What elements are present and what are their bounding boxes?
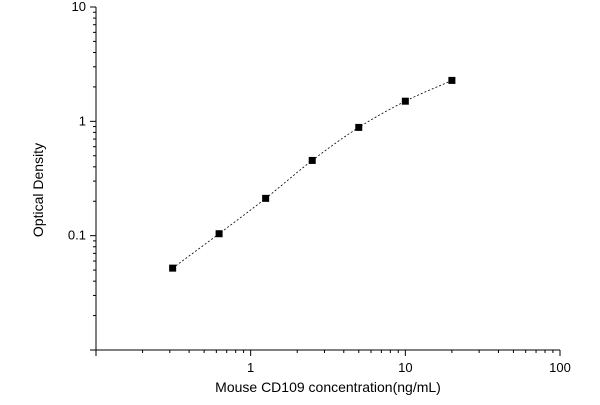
axes-layer: 1 10 100 0.1 1 10 [68,0,571,375]
x-tick-label: 1 [247,360,254,375]
fit-curve-layer [172,80,453,269]
y-tick-label: 0.1 [68,228,86,243]
data-point [169,264,177,272]
data-point [215,230,223,238]
data-point [355,123,363,131]
data-points-layer [169,76,456,272]
x-tick-label: 100 [549,360,571,375]
fit-curve [172,80,453,269]
data-point [401,97,409,105]
data-point [262,194,270,202]
data-point [308,156,316,164]
y-tick-label: 10 [72,0,86,14]
x-tick-label: 10 [398,360,412,375]
y-axis-title: Optical Density [30,143,46,237]
y-tick-label: 1 [79,113,86,128]
data-point [448,76,456,84]
x-axis-title: Mouse CD109 concentration(ng/mL) [215,379,441,395]
